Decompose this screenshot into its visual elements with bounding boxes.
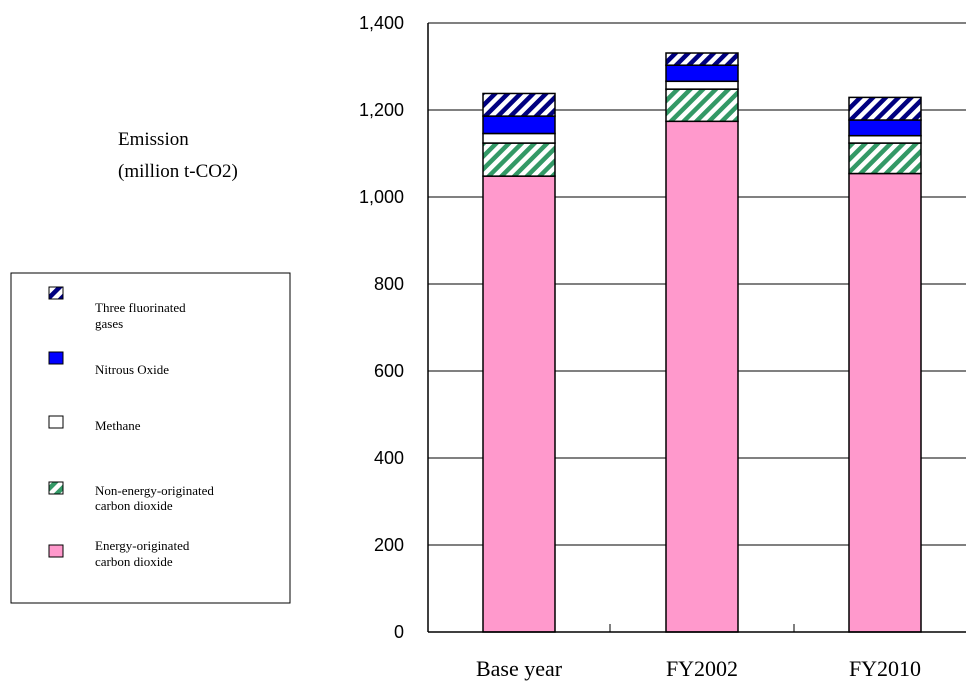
bar-segment-fgas — [482, 92, 556, 117]
legend-swatch-nitrous-oxide — [48, 351, 64, 365]
bar-segment-energy — [848, 172, 922, 633]
legend-swatch-non-energy-co2 — [48, 481, 64, 495]
legend-label-energy-co2-line1: Energy-originated — [95, 538, 190, 553]
bar-segment-n2o — [665, 64, 739, 83]
bar-segment-n2o — [848, 119, 922, 137]
bar-segment-n2o — [482, 115, 556, 135]
bar-segment-methane — [665, 80, 739, 90]
legend-label-three-fluorinated-gases-line1: Three fluorinated — [95, 300, 186, 315]
legend-label-non-energy-co2-line1: Non-energy-originated — [95, 483, 214, 498]
x-category-label: FY2002 — [666, 656, 738, 681]
bar-segment-methane — [482, 132, 556, 144]
bar-segment-nonenergy — [482, 142, 556, 177]
y-tick-label: 800 — [374, 274, 404, 294]
legend-label-energy-co2-line2: carbon dioxide — [95, 554, 173, 569]
legend-label-non-energy-co2-line2: carbon dioxide — [95, 498, 173, 513]
y-tick-label: 1,000 — [359, 187, 404, 207]
legend-swatch-energy-co2 — [48, 544, 64, 558]
bar-segment-nonenergy — [848, 142, 922, 175]
legend-swatch-three-fluorinated-gases — [48, 286, 64, 300]
axes: 0 200 400 600 800 1,000 1,200 1,400 Base year FY2… — [359, 13, 966, 681]
x-category-label: Base year — [476, 656, 563, 681]
legend-label-nitrous-oxide: Nitrous Oxide — [95, 362, 169, 377]
y-tick-label: 600 — [374, 361, 404, 381]
legend-label-methane: Methane — [95, 418, 141, 433]
y-tick-label: 200 — [374, 535, 404, 555]
bar-segment-energy — [482, 175, 556, 633]
y-tick-label: 0 — [394, 622, 404, 642]
x-category-label: FY2010 — [849, 656, 921, 681]
y-tick-label: 1,200 — [359, 100, 404, 120]
bar-segment-fgas — [665, 52, 739, 66]
y-axis-title-line1: Emission — [118, 129, 189, 150]
y-axis-title-line2: (million t-CO2) — [118, 161, 238, 182]
bar-segment-nonenergy — [665, 88, 739, 123]
y-tick-label: 400 — [374, 448, 404, 468]
legend-swatch-methane — [48, 415, 64, 429]
legend: Three fluorinated gases Nitrous Oxide Me… — [10, 272, 291, 604]
bar-segment-methane — [848, 134, 922, 144]
bar-segment-fgas — [848, 96, 922, 121]
y-tick-label: 1,400 — [359, 13, 404, 33]
bars — [482, 52, 922, 633]
legend-label-three-fluorinated-gases-line2: gases — [95, 316, 123, 331]
bar-segment-energy — [665, 120, 739, 633]
